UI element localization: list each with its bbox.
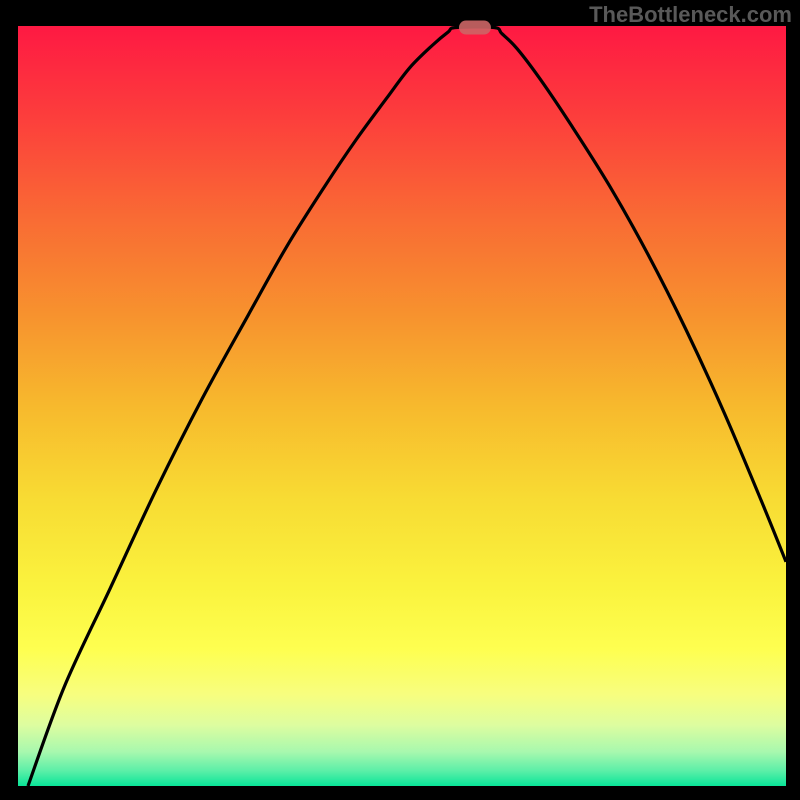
chart-svg (0, 0, 800, 800)
optimal-marker (459, 21, 491, 35)
chart-plot-background (18, 26, 786, 786)
bottleneck-chart: TheBottleneck.com (0, 0, 800, 800)
